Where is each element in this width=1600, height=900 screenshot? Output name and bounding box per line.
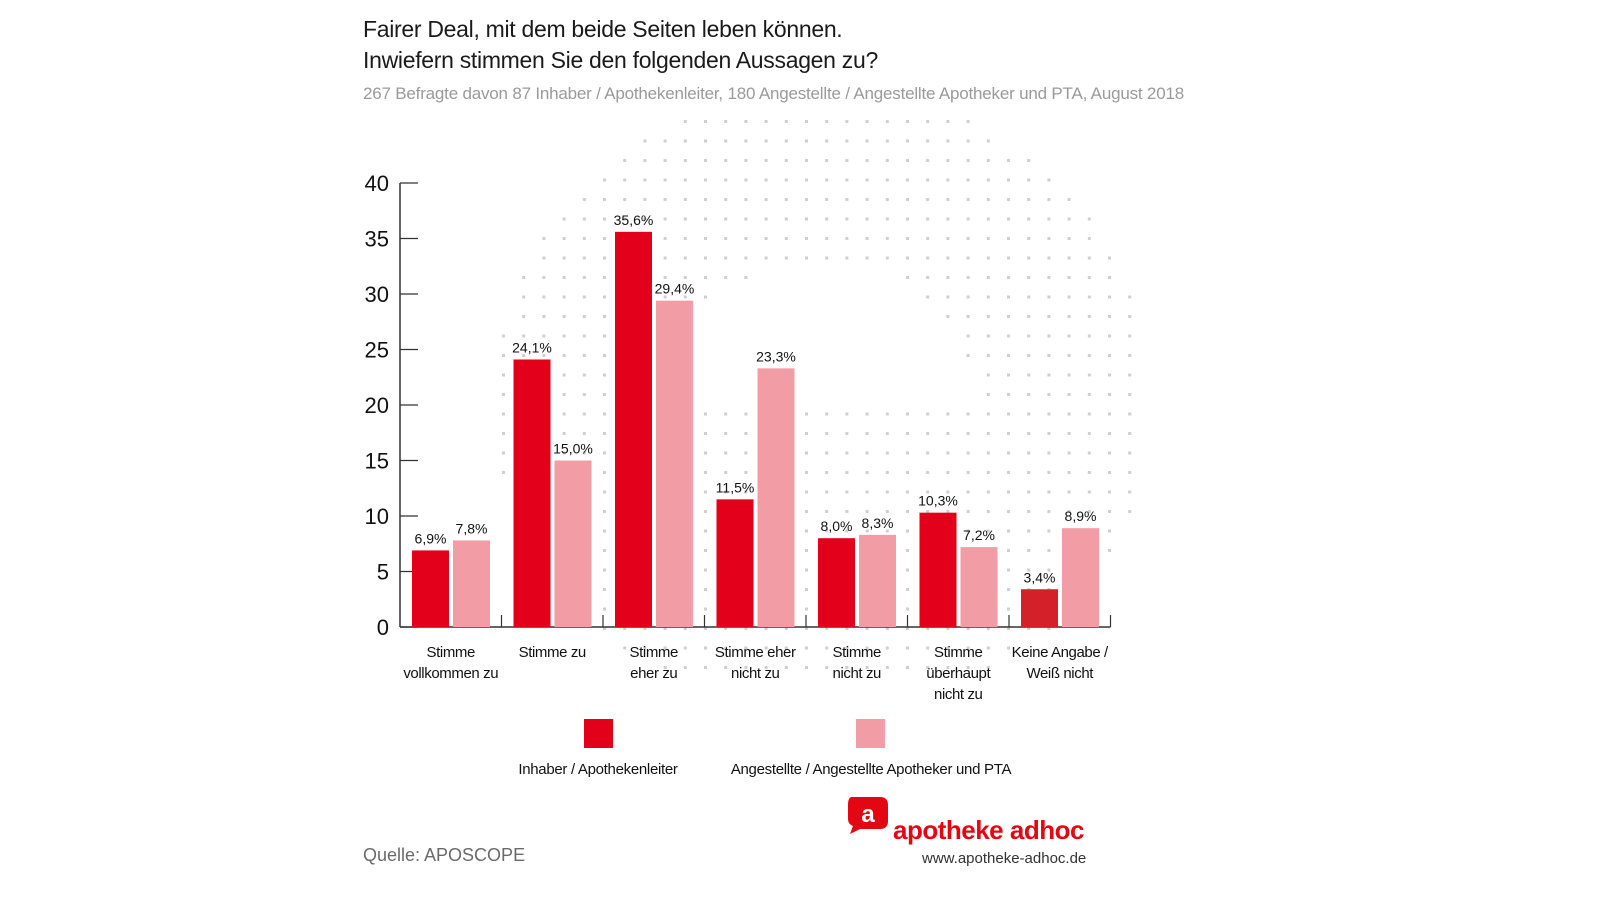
- bar-inhaber: [818, 538, 855, 627]
- data-label: 29,4%: [655, 281, 695, 297]
- data-label: 8,3%: [862, 515, 894, 531]
- data-label: 23,3%: [756, 348, 796, 364]
- x-category-label: Stimme eher: [715, 644, 796, 661]
- bar-inhaber: [615, 231, 652, 627]
- data-label: 7,8%: [456, 520, 488, 536]
- dot-pattern-background: [502, 120, 1132, 669]
- bar-inhaber: [412, 550, 449, 627]
- y-tick-label: 10: [365, 504, 389, 529]
- x-category-label: eher zu: [630, 665, 677, 682]
- y-tick-label: 25: [365, 338, 389, 363]
- chart-subtitle: 267 Befragte davon 87 Inhaber / Apotheke…: [363, 84, 1184, 103]
- bar-inhaber: [513, 359, 551, 627]
- svg-text:a: a: [861, 801, 875, 828]
- y-tick-label: 40: [365, 171, 389, 196]
- y-tick-label: 0: [377, 615, 389, 640]
- x-category-label: Stimme: [934, 644, 982, 661]
- y-tick-label: 30: [365, 282, 389, 307]
- x-category-label: Stimme: [630, 644, 678, 661]
- brand-logo-icon: a: [848, 797, 888, 834]
- bar-inhaber: [919, 512, 957, 627]
- data-label: 7,2%: [963, 527, 995, 543]
- data-label: 3,4%: [1024, 569, 1056, 585]
- data-label: 8,9%: [1065, 508, 1097, 524]
- x-category-label: Stimme: [427, 644, 475, 661]
- x-category-label: Stimme: [833, 644, 881, 661]
- legend-label: Inhaber / Apothekenleiter: [518, 761, 678, 778]
- chart-title: Fairer Deal, mit dem beide Seiten leben …: [363, 14, 878, 76]
- x-category-label: Keine Angabe /: [1012, 644, 1109, 661]
- y-tick-label: 20: [365, 393, 389, 418]
- y-tick-label: 35: [365, 227, 389, 252]
- bar-angestellte: [1062, 528, 1099, 627]
- bar-angestellte: [859, 534, 896, 627]
- legend-swatch-inhaber: [584, 719, 613, 748]
- y-tick-label: 15: [365, 449, 389, 474]
- y-tick-label: 5: [377, 560, 389, 585]
- data-label: 15,0%: [553, 441, 593, 457]
- x-category-label: vollkommen zu: [403, 665, 498, 682]
- x-category-label: nicht zu: [731, 665, 780, 682]
- source-note: Quelle: APOSCOPE: [363, 845, 526, 865]
- legend-label: Angestellte / Angestellte Apotheker und …: [731, 761, 1012, 778]
- title-line-1: Fairer Deal, mit dem beide Seiten leben …: [363, 16, 843, 42]
- x-category-label: überhaupt: [926, 665, 991, 682]
- bar-angestellte: [960, 547, 998, 627]
- title-line-2: Inwiefern stimmen Sie den folgenden Auss…: [363, 47, 878, 73]
- x-category-label: Weiß nicht: [1026, 665, 1094, 682]
- data-label: 11,5%: [716, 479, 755, 495]
- data-label: 24,1%: [512, 339, 552, 355]
- x-category-label: Stimme zu: [519, 644, 586, 661]
- data-label: 35,6%: [614, 212, 654, 228]
- bar-angestellte: [757, 368, 795, 627]
- x-category-label: nicht zu: [833, 665, 882, 682]
- data-label: 8,0%: [821, 518, 853, 534]
- bar-inhaber: [716, 499, 754, 627]
- brand-name: apotheke adhoc: [893, 815, 1084, 845]
- bar-angestellte: [453, 540, 490, 627]
- data-label: 10,3%: [918, 493, 958, 509]
- legend-swatch-angestellte: [856, 719, 885, 748]
- brand-url[interactable]: www.apotheke-adhoc.de: [922, 850, 1087, 867]
- data-label: 6,9%: [415, 530, 447, 546]
- bar-inhaber: [1021, 589, 1058, 627]
- x-category-label: nicht zu: [934, 686, 983, 703]
- bar-angestellte: [656, 300, 693, 627]
- bar-angestellte: [554, 460, 592, 627]
